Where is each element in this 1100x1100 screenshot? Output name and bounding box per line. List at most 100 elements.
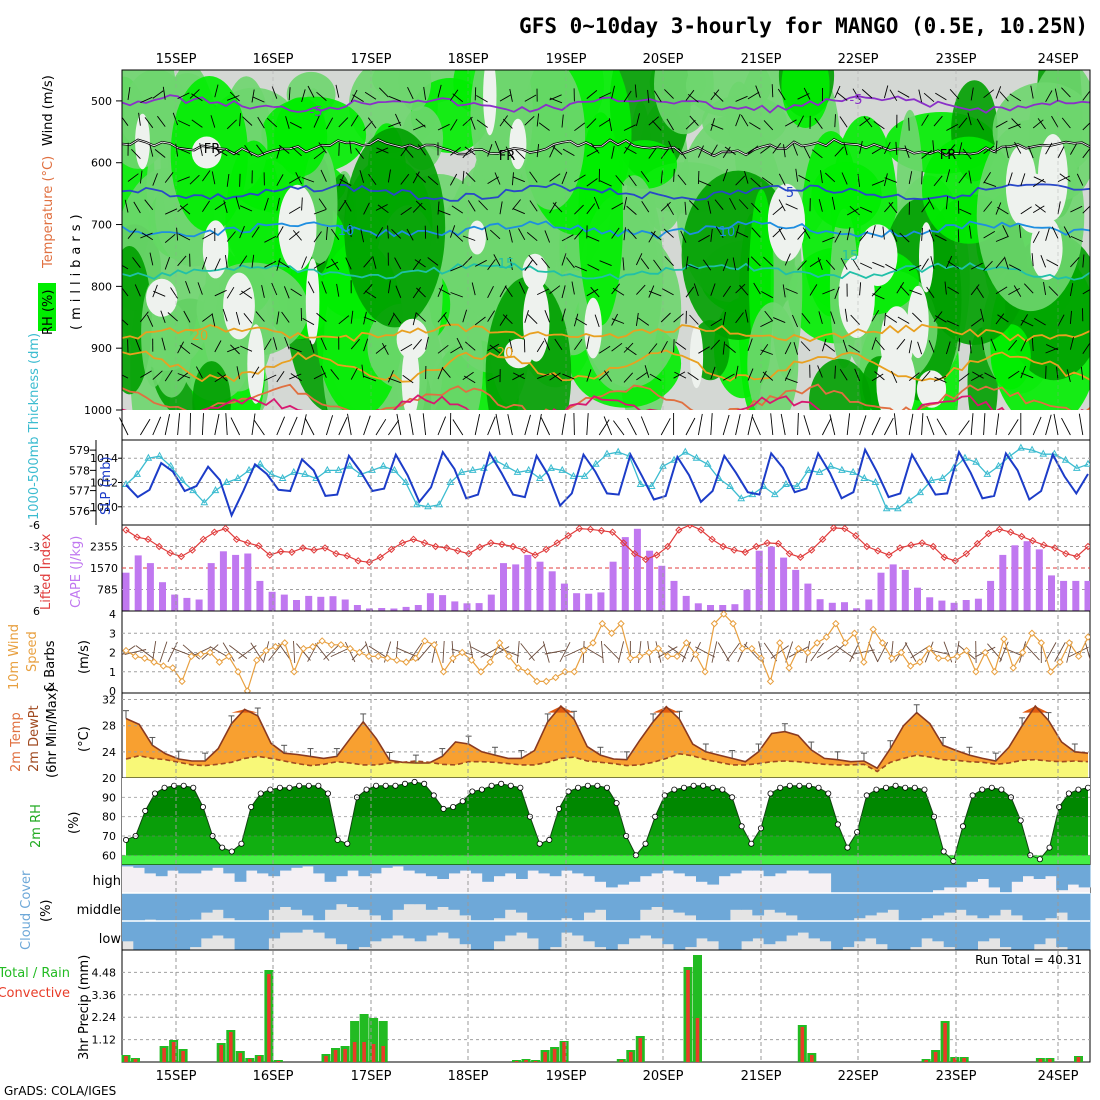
wind-barb xyxy=(512,373,525,381)
precip-conv-bar xyxy=(629,1052,633,1062)
cloud-high-bar xyxy=(977,865,990,879)
rh-marker xyxy=(594,782,601,789)
surface-wind-barb xyxy=(507,414,513,436)
wind-barb xyxy=(164,257,171,270)
cloud-level-low: low xyxy=(99,932,122,947)
wind-barb xyxy=(1076,173,1084,186)
wind-barb xyxy=(698,180,711,187)
wind-barb xyxy=(792,143,799,156)
wind-barb xyxy=(487,144,493,157)
wind-marker xyxy=(393,656,401,664)
cloud-middle-bar xyxy=(504,893,517,910)
wind-barb xyxy=(811,149,823,159)
wind-barb xyxy=(438,288,451,295)
wind-barb xyxy=(763,120,774,131)
cloud-high-bar xyxy=(876,865,888,893)
cloud-middle-bar xyxy=(369,893,382,916)
rh-dry-region xyxy=(584,297,602,359)
cloud-low-bar xyxy=(1033,921,1046,945)
wind-barb xyxy=(1082,205,1090,214)
wind-barb xyxy=(230,344,240,355)
cape-bar xyxy=(1072,580,1080,611)
wind-marker xyxy=(1009,664,1017,672)
cloud-high-bar xyxy=(797,865,810,871)
surface-wind-barb xyxy=(409,413,414,436)
wind-barb xyxy=(574,265,587,272)
cloud-middle-bar xyxy=(594,893,607,910)
wind-barb xyxy=(349,224,352,238)
rh-fill-region xyxy=(685,70,772,117)
thickness-marker xyxy=(558,465,567,473)
li-marker xyxy=(188,546,197,554)
cloud-middle-bar xyxy=(561,893,573,919)
cloud-low-bar xyxy=(347,921,359,950)
wind-barb xyxy=(549,285,561,294)
surface-wind-barb xyxy=(536,413,542,436)
wind-barb xyxy=(599,260,612,267)
cloud-low-bar xyxy=(380,921,393,939)
wind-barb xyxy=(214,374,227,383)
wind-barb xyxy=(883,141,891,155)
precip-conv-bar xyxy=(533,1061,538,1062)
wind-barb xyxy=(970,262,983,270)
li-marker xyxy=(885,551,893,559)
contour-label: 20 xyxy=(192,329,209,344)
rh-marker xyxy=(536,840,543,847)
thickness-marker xyxy=(155,451,164,459)
cape-bar xyxy=(974,598,982,611)
precip-conv-bar xyxy=(371,1044,376,1062)
cloud-low-bar xyxy=(819,921,832,942)
li-marker xyxy=(1051,544,1059,552)
cloud-low-bar xyxy=(369,921,382,942)
thickness-marker xyxy=(905,496,913,504)
wind-barb xyxy=(376,147,389,154)
cloud-high-bar xyxy=(1056,865,1068,891)
wind-barb xyxy=(474,316,486,326)
wind-barb xyxy=(990,338,997,351)
wind-10m-barb xyxy=(904,642,917,662)
cloud-low-bar xyxy=(662,921,675,945)
wind-barb xyxy=(499,201,503,215)
li-marker xyxy=(984,529,993,538)
cape-bar xyxy=(305,595,313,611)
cloud-high-bar xyxy=(324,865,337,882)
date-label-bottom: 21SEP xyxy=(741,1069,782,1084)
cloud-middle-bar xyxy=(290,893,303,910)
wind-marker xyxy=(766,677,775,686)
wind-marker xyxy=(225,652,233,661)
wind-barb xyxy=(843,142,848,156)
wind-barb xyxy=(325,226,328,241)
cloud-low-bar xyxy=(617,921,630,945)
ylabel-wind-unit: (m/s) xyxy=(77,640,92,674)
wind-barb xyxy=(313,231,322,243)
wind-barb xyxy=(153,290,166,297)
wind-barb xyxy=(995,86,1002,99)
wind-barb xyxy=(529,200,538,212)
surface-wind-barb xyxy=(871,417,881,436)
thickness-marker xyxy=(524,465,533,473)
wind-barb xyxy=(214,340,222,353)
wind-marker xyxy=(234,668,242,676)
temp-grid xyxy=(122,699,1090,753)
cloud-high-bar xyxy=(403,865,416,871)
rh-marker xyxy=(777,784,784,791)
wind-barb xyxy=(160,310,166,324)
wind-barb xyxy=(326,117,334,130)
wind-barb xyxy=(543,338,551,351)
wind-barb xyxy=(664,255,674,267)
wind-barb xyxy=(797,229,807,240)
rh-marker xyxy=(959,823,966,830)
contour-label: 20 xyxy=(497,346,514,361)
wind-barb xyxy=(561,171,568,185)
wind-barb xyxy=(791,314,799,328)
wind-barb xyxy=(566,257,575,269)
li-marker xyxy=(343,552,351,560)
thickness-marker xyxy=(133,469,142,477)
cloud-low-bar xyxy=(403,921,416,939)
wind-barb xyxy=(722,146,731,159)
precip-conv-bar xyxy=(924,1060,928,1062)
ylabel-wind: Wind (m/s) xyxy=(41,75,56,146)
wind-barb xyxy=(909,264,922,272)
wind-barb xyxy=(211,171,216,185)
date-label-top: 22SEP xyxy=(838,52,879,67)
